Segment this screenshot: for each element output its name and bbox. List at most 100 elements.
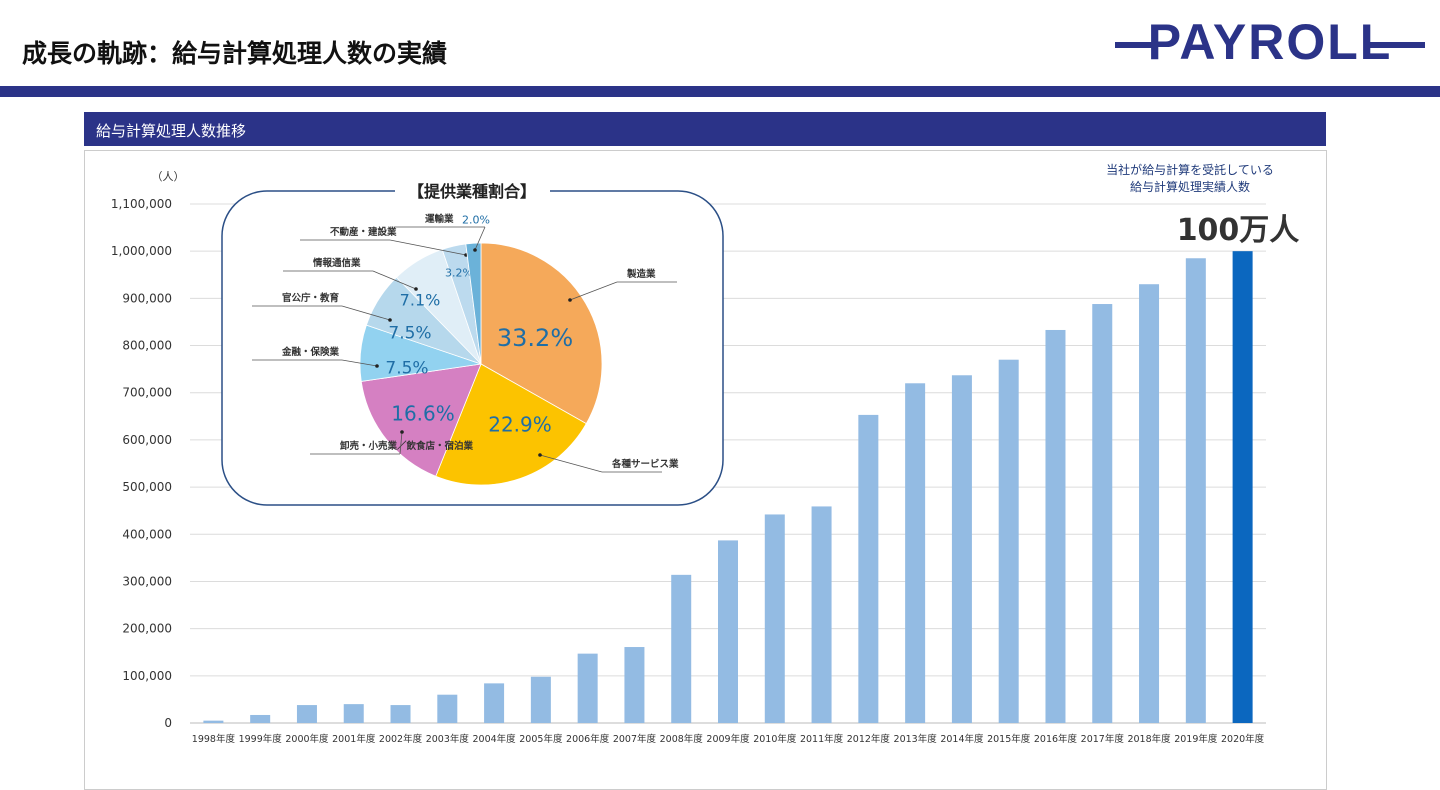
pie-leader-dot (568, 298, 572, 302)
bar-2020年度 (1232, 251, 1253, 723)
bar-2008年度 (671, 574, 692, 723)
pie-category-label: 卸売・小売業／飲食店・宿泊業 (340, 440, 474, 452)
bar-2018年度 (1139, 284, 1160, 723)
bar-2012年度 (858, 414, 879, 723)
page-title: 成長の軌跡：給与計算処理人数の実績 (22, 39, 448, 68)
pie-percent-label: 7.5% (385, 359, 428, 379)
bar-2015年度 (998, 359, 1019, 723)
payroll-logo: PAYROLL (1115, 14, 1425, 66)
y-tick-label: 100,000 (122, 669, 172, 683)
y-tick-label: 0 (164, 716, 172, 730)
bar-2009年度 (718, 540, 738, 723)
pie-percent-label: 7.1% (400, 290, 441, 309)
y-axis-unit: （人） (152, 170, 185, 183)
bar-2017年度 (1092, 304, 1113, 723)
bar-2010年度 (764, 514, 785, 723)
annotation-line2: 給与計算処理実績人数 (1130, 179, 1250, 194)
bar-2003年度 (437, 694, 458, 723)
bar-2006年度 (577, 653, 598, 723)
y-tick-label: 1,100,000 (111, 197, 172, 211)
pie-category-label: 金融・保険業 (281, 346, 340, 358)
pie-slice (435, 363, 587, 486)
pie-category-label: 製造業 (626, 268, 656, 280)
y-tick-label: 500,000 (122, 480, 172, 494)
bar-2001年度 (343, 704, 364, 723)
y-tick-label: 400,000 (122, 527, 172, 541)
x-tick-label: 2011年度 (800, 733, 844, 745)
bar-2019年度 (1185, 258, 1206, 723)
x-tick-label: 2003年度 (426, 733, 470, 745)
x-tick-label: 1999年度 (239, 733, 283, 745)
x-tick-label: 2004年度 (472, 733, 516, 745)
x-tick-label: 2019年度 (1174, 733, 1218, 745)
x-tick-label: 2008年度 (660, 733, 704, 745)
y-tick-label: 900,000 (122, 291, 172, 305)
svg-text:PAYROLL: PAYROLL (1148, 14, 1393, 66)
bar-2016年度 (1045, 329, 1066, 723)
y-tick-label: 600,000 (122, 433, 172, 447)
pie-percent-label: 16.6% (391, 402, 455, 426)
y-tick-label: 700,000 (122, 386, 172, 400)
pie-percent-label: 7.5% (388, 324, 431, 344)
pie-leader-line (389, 239, 467, 256)
x-tick-label: 2017年度 (1081, 733, 1125, 745)
x-tick-label: 2016年度 (1034, 733, 1078, 745)
pie-slice (465, 242, 482, 365)
pie-leader-line (372, 270, 417, 290)
pie-leader-dot (473, 248, 477, 252)
pie-category-label: 官公庁・教育 (282, 292, 340, 304)
x-tick-label: 1998年度 (192, 733, 236, 745)
pie-leader-dot (538, 453, 542, 457)
y-tick-label: 800,000 (122, 339, 172, 353)
pie-leader-line (341, 359, 378, 367)
annotation-value: 100万人 (1177, 213, 1300, 248)
pie-category-label: 運輸業 (425, 213, 454, 225)
x-tick-label: 2013年度 (894, 733, 938, 745)
bar-2011年度 (811, 506, 832, 723)
pie-leader-line (569, 281, 618, 301)
y-tick-label: 1,000,000 (111, 244, 172, 258)
bar-2000年度 (296, 705, 317, 723)
pie-percent-label: 2.0% (462, 214, 490, 227)
y-tick-label: 300,000 (122, 574, 172, 588)
pie-slice (480, 242, 603, 425)
x-tick-label: 2001年度 (332, 733, 376, 745)
pie-leader-line (341, 305, 391, 321)
x-tick-label: 2014年度 (940, 733, 984, 745)
pie-leader-dot (388, 318, 392, 322)
pie-percent-label: 3.2% (445, 267, 473, 280)
x-tick-label: 2000年度 (285, 733, 329, 745)
pie-category-label: 情報通信業 (312, 257, 361, 269)
bar-2007年度 (624, 647, 645, 723)
y-tick-label: 200,000 (122, 622, 172, 636)
pie-title: 【提供業種割合】 (408, 182, 536, 201)
pie-leader-line (399, 431, 403, 455)
pie-leader-line (539, 454, 603, 473)
pie-leader-dot (375, 364, 379, 368)
pie-category-label: 各種サービス業 (611, 458, 679, 470)
bar-2002年度 (390, 705, 411, 723)
pie-percent-label: 22.9% (488, 413, 552, 437)
bar-2004年度 (484, 683, 505, 723)
x-tick-label: 2018年度 (1127, 733, 1171, 745)
x-tick-label: 2012年度 (847, 733, 891, 745)
x-tick-label: 2009年度 (706, 733, 750, 745)
x-tick-label: 2007年度 (613, 733, 657, 745)
x-tick-label: 2005年度 (519, 733, 563, 745)
bar-2005年度 (530, 676, 551, 723)
x-tick-label: 2010年度 (753, 733, 797, 745)
annotation-line1: 当社が給与計算を受託している (1106, 162, 1274, 177)
pie-leader-line (474, 226, 486, 251)
pie-title-bg (395, 180, 550, 202)
bar-1999年度 (250, 714, 271, 723)
bar-1998年度 (203, 720, 224, 723)
pie-category-label: 不動産・建設業 (330, 226, 397, 238)
pie-slice (360, 363, 482, 477)
pie-leader-dot (400, 430, 404, 434)
bar-2013年度 (905, 383, 926, 723)
x-tick-label: 2006年度 (566, 733, 610, 745)
bar-2014年度 (951, 375, 972, 723)
x-tick-label: 2015年度 (987, 733, 1031, 745)
section-header: 給与計算処理人数推移 (84, 112, 1326, 146)
